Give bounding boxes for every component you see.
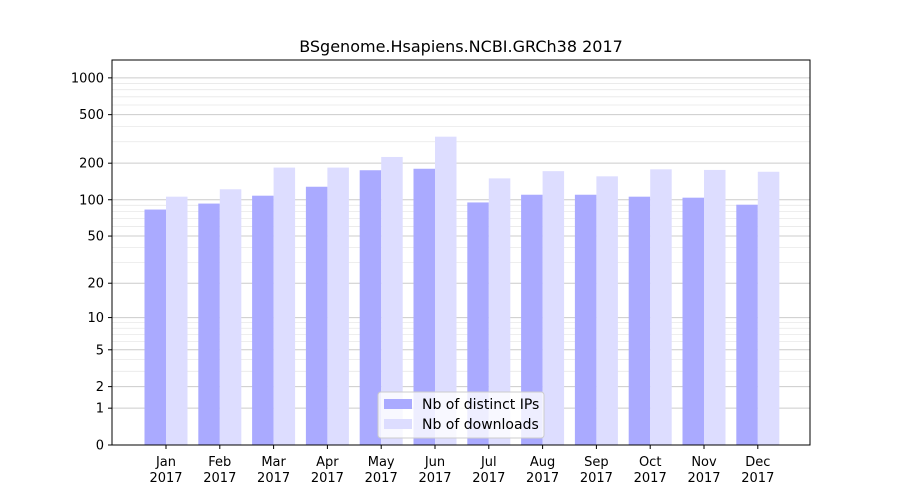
y-tick-label: 50 (87, 230, 104, 245)
x-tick-label: Oct 2017 (634, 455, 667, 486)
x-tick-label: Aug 2017 (526, 455, 559, 486)
x-tick-label: Jan 2017 (149, 455, 182, 486)
bar-downloads (166, 196, 188, 445)
x-tick-year: 2017 (203, 471, 236, 486)
bar-downloads (650, 169, 672, 445)
x-tick-year: 2017 (526, 471, 559, 486)
x-tick-month: May (368, 455, 395, 470)
bar-distinct-ips (628, 196, 651, 445)
legend-label: Nb of distinct IPs (422, 397, 539, 413)
bar-downloads (219, 189, 242, 445)
x-tick-year: 2017 (257, 471, 290, 486)
x-tick-month: Oct (639, 455, 661, 470)
bar-distinct-ips (413, 168, 435, 445)
y-tick-label: 1 (96, 402, 104, 417)
chart-title: BSgenome.Hsapiens.NCBI.GRCh38 2017 (299, 37, 623, 56)
bar-downloads (435, 136, 457, 446)
x-tick-year: 2017 (311, 471, 344, 486)
x-tick-year: 2017 (580, 471, 613, 486)
x-tick-year: 2017 (687, 471, 720, 486)
y-tick-label: 1000 (71, 71, 104, 86)
legend: Nb of distinct IPs Nb of downloads (377, 391, 545, 439)
x-tick-month: Dec (745, 455, 770, 470)
x-tick-month: Apr (316, 455, 339, 470)
legend-box (377, 391, 545, 439)
bar-downloads (327, 167, 349, 445)
bar-distinct-ips (252, 195, 274, 445)
x-tick-year: 2017 (365, 471, 398, 486)
x-tick-month: Sep (584, 455, 609, 470)
x-tick-year: 2017 (418, 471, 451, 486)
bar-distinct-ips (682, 197, 704, 445)
x-tick-month: Aug (530, 455, 555, 470)
legend-swatch (384, 419, 412, 429)
y-axis: 0 1 2 5 10 20 50 100 200 500 1000 (71, 71, 112, 454)
x-tick-month: Jun (424, 455, 445, 470)
x-tick-month: Mar (261, 455, 286, 470)
x-tick-label: Dec 2017 (741, 455, 774, 486)
bar-distinct-ips (574, 194, 597, 445)
bar-downloads (488, 178, 511, 445)
plot-frame (111, 59, 811, 446)
bars (144, 136, 780, 446)
x-tick-label: Sep 2017 (580, 455, 613, 486)
bar-distinct-ips (736, 204, 758, 445)
y-tick-label: 10 (87, 311, 104, 326)
y-tick-label: 500 (79, 108, 104, 123)
y-tick-label: 0 (96, 439, 104, 454)
x-tick-label: Nov 2017 (687, 455, 720, 486)
bar-downloads (273, 167, 296, 445)
x-tick-label: Jul 2017 (472, 455, 505, 486)
bar-distinct-ips (467, 202, 489, 445)
bar-downloads (542, 171, 565, 446)
x-tick-label: Feb 2017 (203, 455, 236, 486)
x-tick-year: 2017 (634, 471, 667, 486)
bar-downloads (704, 169, 726, 445)
x-tick-year: 2017 (149, 471, 182, 486)
bar-downloads (757, 171, 780, 446)
y-tick-label: 200 (79, 157, 104, 172)
x-tick-label: Apr 2017 (311, 455, 344, 486)
x-tick-label: Jun 2017 (418, 455, 451, 486)
bar-distinct-ips (521, 194, 543, 445)
bar-downloads (381, 156, 403, 445)
x-tick-year: 2017 (472, 471, 505, 486)
x-tick-month: Nov (691, 455, 717, 470)
legend-swatch (384, 399, 412, 409)
x-tick-month: Jul (480, 455, 497, 470)
y-tick-label: 5 (96, 343, 104, 358)
bar-distinct-ips (305, 186, 328, 445)
bar-distinct-ips (359, 170, 382, 445)
x-tick-year: 2017 (741, 471, 774, 486)
x-tick-month: Jan (155, 455, 176, 470)
bar-downloads (596, 176, 618, 445)
x-tick-month: Feb (208, 455, 231, 470)
legend-label: Nb of downloads (422, 417, 539, 433)
y-tick-label: 20 (87, 277, 104, 292)
x-tick-label: Mar 2017 (257, 455, 290, 486)
bar-distinct-ips (144, 209, 166, 445)
bar-distinct-ips (198, 203, 220, 445)
y-tick-label: 2 (96, 380, 104, 395)
x-tick-label: May 2017 (365, 455, 398, 486)
y-tick-label: 100 (79, 193, 104, 208)
